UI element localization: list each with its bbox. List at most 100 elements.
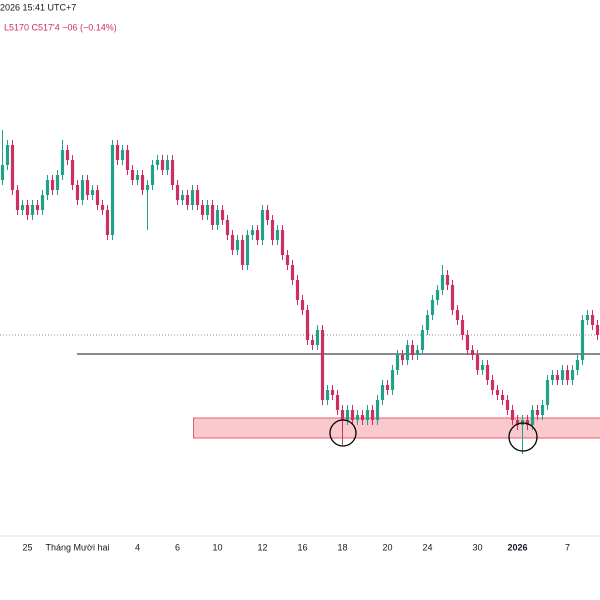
- candle-body: [460, 320, 465, 335]
- candle-body: [240, 240, 245, 265]
- candle-body: [345, 410, 350, 420]
- candle-body: [465, 335, 470, 350]
- candle-body: [550, 375, 555, 380]
- candle-body: [200, 205, 205, 215]
- candle-body: [280, 230, 285, 255]
- candle-body: [55, 175, 60, 190]
- candle-body: [395, 355, 400, 370]
- candle-body: [25, 205, 30, 215]
- candle-body: [510, 410, 515, 420]
- candle-body: [400, 355, 405, 360]
- candle-body: [300, 300, 305, 310]
- candle-body: [350, 410, 355, 420]
- candle-body: [435, 290, 440, 300]
- candle-body: [405, 345, 410, 360]
- candle-body: [230, 235, 235, 250]
- candle-body: [115, 145, 120, 160]
- candle-body: [100, 205, 105, 210]
- candle-body: [210, 205, 215, 225]
- candle-body: [335, 395, 340, 410]
- candle-body: [370, 410, 375, 420]
- x-tick-label: 24: [422, 542, 432, 552]
- candle-body: [0, 165, 5, 180]
- candle-body: [480, 365, 485, 370]
- x-tick-label: 18: [337, 542, 347, 552]
- candle-body: [565, 370, 570, 380]
- candle-body: [135, 175, 140, 180]
- candle-body: [110, 145, 115, 235]
- candle-body: [105, 210, 110, 235]
- candle-body: [220, 210, 225, 220]
- candle-body: [30, 205, 35, 215]
- candle-body: [80, 180, 85, 200]
- candle-body: [305, 310, 310, 340]
- candle-body: [225, 220, 230, 235]
- candle-body: [545, 380, 550, 405]
- candle-body: [380, 385, 385, 400]
- candle-body: [165, 160, 170, 170]
- x-tick-label: 2026: [507, 542, 527, 552]
- candle-body: [270, 220, 275, 240]
- annotation-circle: [508, 422, 538, 452]
- candle-body: [595, 325, 600, 335]
- candle-body: [60, 150, 65, 175]
- candle-body: [245, 235, 250, 265]
- candle-body: [160, 160, 165, 170]
- candle-body: [320, 330, 325, 400]
- candle-body: [70, 160, 75, 185]
- candle-body: [10, 145, 15, 190]
- x-tick-label: 7: [565, 542, 570, 552]
- candle-body: [445, 275, 450, 285]
- candle-body: [85, 180, 90, 195]
- candle-body: [360, 415, 365, 420]
- candle-body: [560, 370, 565, 380]
- candle-body: [295, 280, 300, 300]
- candle-body: [450, 285, 455, 310]
- candle-body: [485, 365, 490, 380]
- candle-body: [15, 190, 20, 210]
- x-tick-label: 16: [297, 542, 307, 552]
- candle-body: [235, 240, 240, 250]
- candle-body: [285, 255, 290, 265]
- candle-body: [585, 315, 590, 320]
- x-tick-label: 6: [175, 542, 180, 552]
- x-tick-label: 10: [212, 542, 222, 552]
- candle-body: [90, 190, 95, 195]
- candle-body: [45, 180, 50, 195]
- candle-body: [475, 355, 480, 370]
- candle-body: [355, 415, 360, 420]
- x-tick-label: 12: [257, 542, 267, 552]
- x-tick-label: 4: [135, 542, 140, 552]
- candle-body: [555, 375, 560, 380]
- candle-body: [570, 370, 575, 380]
- candle-body: [365, 410, 370, 420]
- candle-body: [540, 405, 545, 415]
- candle-body: [430, 300, 435, 315]
- candle-body: [495, 390, 500, 395]
- candle-body: [325, 390, 330, 400]
- x-tick-label: Tháng Mười hai: [46, 542, 110, 552]
- candle-body: [470, 350, 475, 355]
- candle-body: [330, 390, 335, 395]
- candle-body: [20, 205, 25, 210]
- candle-body: [515, 420, 520, 425]
- candle-body: [140, 175, 145, 190]
- candle-body: [255, 230, 260, 240]
- candle-body: [580, 320, 585, 360]
- candle-body: [385, 385, 390, 390]
- candle-body: [75, 185, 80, 200]
- support-zone: [193, 417, 600, 439]
- header-time: 2026 15:41 UTC+7: [0, 2, 76, 12]
- candle-body: [390, 370, 395, 390]
- x-tick-label: 20: [382, 542, 392, 552]
- candle-body: [575, 360, 580, 370]
- candle-body: [185, 195, 190, 205]
- candle-body: [590, 315, 595, 325]
- candle-body: [440, 275, 445, 290]
- candle-body: [290, 265, 295, 280]
- candle-body: [175, 185, 180, 200]
- candle-body: [265, 210, 270, 220]
- candle-body: [415, 350, 420, 355]
- header-quote: L5170 C517'4 −06 (−0.14%): [4, 22, 117, 32]
